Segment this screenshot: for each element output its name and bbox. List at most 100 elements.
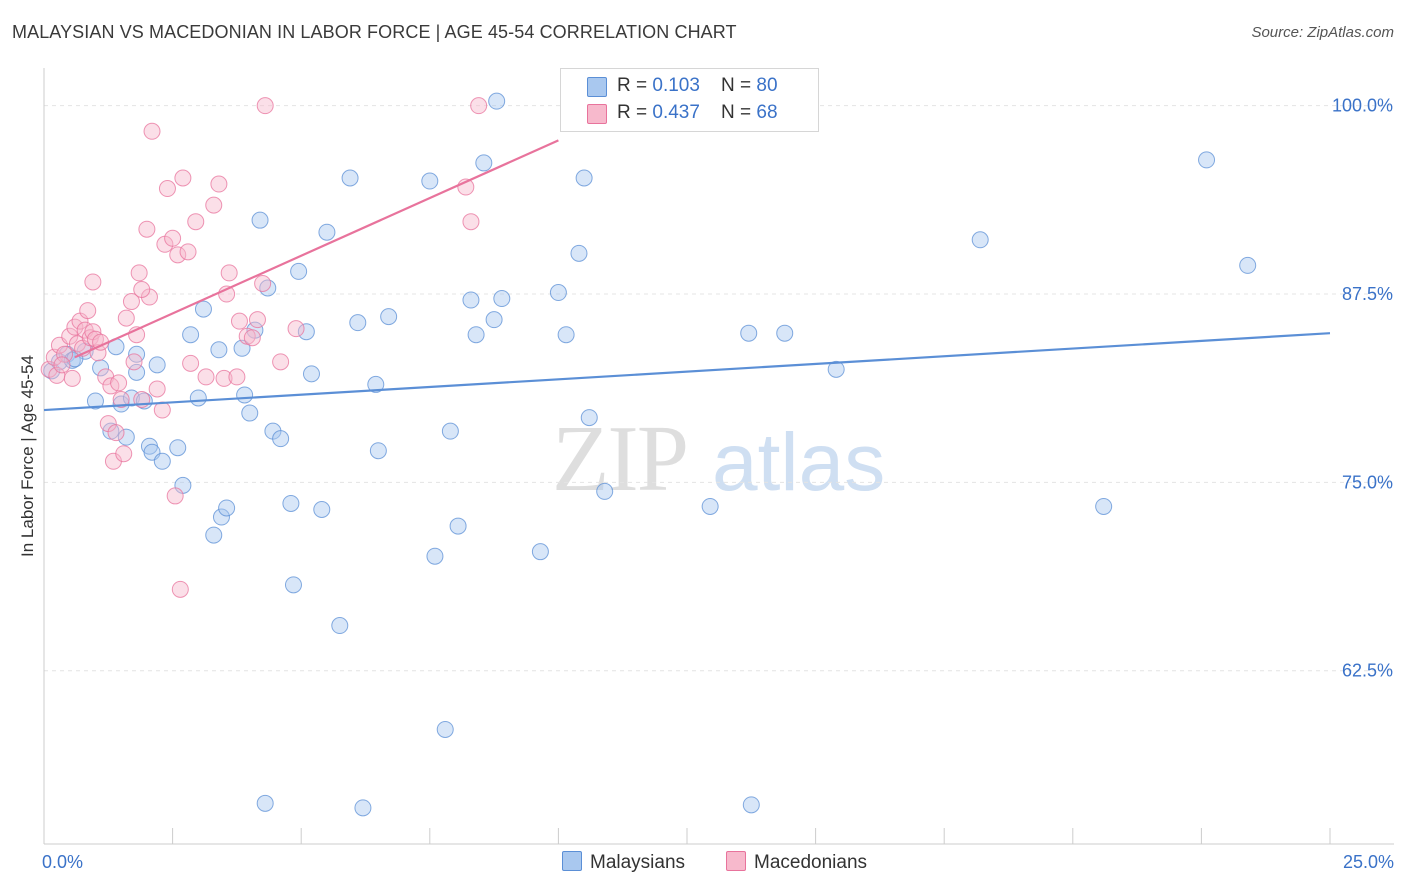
x-tick-label-max: 25.0% [1342,852,1394,872]
point-malaysians [148,356,166,374]
point-macedonians [287,320,305,338]
point-macedonians [230,312,248,330]
point-malaysians [1198,151,1216,169]
series-malaysians [43,92,1257,817]
legend-n-label: N = [721,75,757,96]
series-label-malaysians: Malaysians [590,852,686,873]
watermark-zip: ZIP [552,407,687,511]
point-malaysians [194,300,212,318]
point-malaysians [421,172,439,190]
point-malaysians [467,326,485,344]
point-macedonians [228,368,246,386]
point-malaysians [549,284,567,302]
point-macedonians [166,487,184,505]
point-malaysians [426,547,444,565]
y-axis-tick-labels: 62.5% 75.0% 87.5% 100.0% [1332,96,1393,681]
point-malaysians [575,169,593,187]
point-macedonians [272,353,290,371]
point-macedonians [248,311,266,329]
legend-n-value-malaysians: 80 [756,75,778,96]
point-malaysians [251,211,269,229]
point-malaysians [92,359,110,377]
legend-swatch-macedonians [587,104,607,124]
axes [43,68,1394,845]
point-malaysians [449,517,467,535]
series-swatch-macedonians [726,851,746,871]
x-tick-label-min: 0.0% [42,852,84,872]
point-macedonians [171,580,189,598]
point-macedonians [220,264,238,282]
point-macedonians [169,246,187,264]
point-malaysians [212,508,230,526]
point-malaysians [1095,497,1113,515]
data-points [40,92,1257,817]
point-malaysians [284,576,302,594]
point-malaysians [596,482,614,500]
point-macedonians [197,368,215,386]
x-axis-ticks [43,828,1331,844]
series-legend-macedonians: Macedonians [726,851,867,874]
point-malaysians [297,323,315,341]
point-malaysians [153,452,171,470]
point-macedonians [84,273,102,291]
y-tick-label: 62.5% [1342,661,1393,681]
point-macedonians [179,243,197,261]
chart-title: MALAYSIAN VS MACEDONIAN IN LABOR FORCE |… [12,22,737,42]
point-malaysians [218,499,236,517]
correlation-legend: R = 0.103 N = 80 R = 0.437 N = 68 [560,68,819,132]
point-malaysians [493,290,511,308]
point-macedonians [182,354,200,372]
point-malaysians [354,799,372,817]
point-macedonians [53,356,71,374]
point-malaysians [441,422,459,440]
point-macedonians [107,424,125,442]
point-macedonians [256,97,274,115]
point-malaysians [742,796,760,814]
trend-lines [43,139,1331,412]
series-legend-malaysians: Malaysians [562,851,685,874]
point-malaysians [205,526,223,544]
legend-n-label: N = [721,102,757,123]
point-macedonians [254,274,272,292]
legend-r-label: R = [617,75,653,96]
point-malaysians [259,279,277,297]
point-malaysians [570,244,588,262]
legend-r-label: R = [617,102,653,123]
point-malaysians [86,392,104,410]
point-malaysians [128,363,146,381]
point-malaysians [349,314,367,332]
point-macedonians [215,369,233,387]
legend-n-value-macedonians: 68 [756,102,778,123]
point-malaysians [169,439,187,457]
point-macedonians [158,180,176,198]
legend-swatch-malaysians [587,77,607,97]
point-malaysians [369,442,387,460]
point-malaysians [701,497,719,515]
point-malaysians [740,324,758,342]
point-malaysians [210,341,228,359]
point-malaysians [1239,256,1257,274]
series-label-macedonians: Macedonians [754,852,868,873]
point-macedonians [187,213,205,231]
point-malaysians [313,500,331,518]
point-malaysians [436,720,454,738]
point-malaysians [302,365,320,383]
point-malaysians [580,409,598,427]
point-macedonians [164,229,182,247]
point-malaysians [827,360,845,378]
point-malaysians [272,430,290,448]
point-macedonians [115,445,133,463]
point-macedonians [112,390,130,408]
point-macedonians [133,280,151,298]
point-macedonians [122,293,140,311]
point-macedonians [56,345,74,363]
series-macedonians [40,97,488,598]
legend-r-value-malaysians: 0.103 [652,75,700,96]
point-malaysians [776,324,794,342]
point-macedonians [79,302,97,320]
source-label: Source: ZipAtlas.com [1251,24,1394,41]
point-macedonians [462,213,480,231]
point-macedonians [110,374,128,392]
point-macedonians [130,264,148,282]
